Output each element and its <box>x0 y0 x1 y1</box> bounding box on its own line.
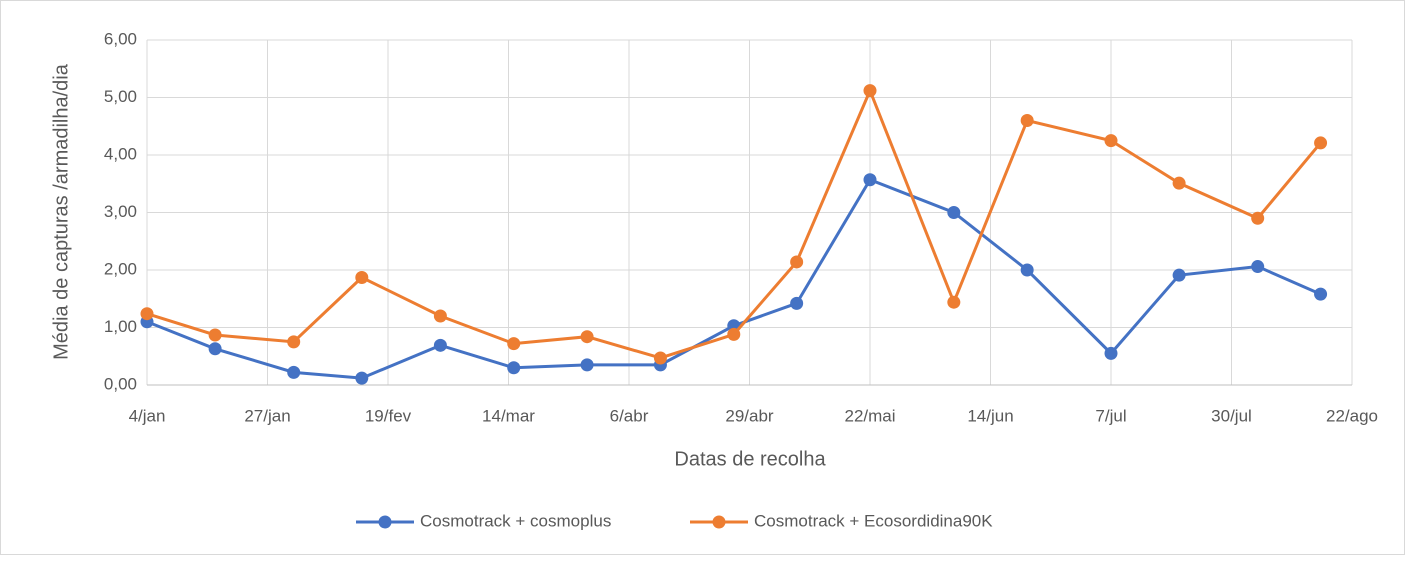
x-tick-label: 19/fev <box>365 406 412 425</box>
point <box>1020 114 1034 127</box>
x-tick-label: 27/jan <box>244 406 290 425</box>
x-tick-label: 14/jun <box>967 406 1013 425</box>
point <box>1314 287 1328 301</box>
point <box>727 327 741 341</box>
x-tick-label: 7/jul <box>1095 406 1126 425</box>
point <box>433 309 447 323</box>
point <box>790 296 804 310</box>
x-tick-label: 6/abr <box>610 406 649 425</box>
y-tick-label: 2,00 <box>104 259 137 278</box>
point <box>287 335 301 349</box>
point <box>355 270 369 284</box>
y-tick-label: 5,00 <box>104 87 137 106</box>
point <box>355 371 369 385</box>
point <box>287 365 301 379</box>
point <box>1314 136 1328 150</box>
y-tick-label: 6,00 <box>104 29 137 48</box>
point <box>208 328 222 342</box>
point <box>507 337 521 351</box>
x-tick-label: 22/ago <box>1326 406 1378 425</box>
point <box>947 295 961 309</box>
point <box>1251 211 1265 225</box>
point <box>507 361 521 375</box>
point <box>790 255 804 269</box>
legend-marker <box>712 515 726 529</box>
point <box>580 330 594 344</box>
x-tick-label: 22/mai <box>844 406 895 425</box>
point <box>863 84 877 98</box>
point <box>1104 134 1118 148</box>
x-tick-label: 30/jul <box>1211 406 1252 425</box>
legend-label: Cosmotrack + Ecosordidina90K <box>754 511 993 530</box>
point <box>580 358 594 372</box>
point <box>140 307 154 321</box>
y-tick-label: 0,00 <box>104 374 137 393</box>
x-tick-label: 14/mar <box>482 406 535 425</box>
x-axis-title: Datas de recolha <box>674 448 826 470</box>
point <box>1172 176 1186 190</box>
y-axis-title: Média de capturas /armadilha/dia <box>50 63 72 360</box>
point <box>1104 346 1118 360</box>
legend-marker <box>378 515 392 529</box>
point <box>1172 268 1186 282</box>
y-tick-label: 1,00 <box>104 317 137 336</box>
legend-label: Cosmotrack + cosmoplus <box>420 511 611 530</box>
point <box>947 206 961 219</box>
y-tick-label: 4,00 <box>104 144 137 163</box>
point <box>433 338 447 352</box>
point <box>653 351 667 365</box>
x-tick-label: 29/abr <box>725 406 774 425</box>
x-tick-label: 4/jan <box>129 406 166 425</box>
point <box>1251 260 1265 274</box>
point <box>863 173 877 187</box>
point <box>1020 263 1034 277</box>
y-tick-label: 3,00 <box>104 202 137 221</box>
point <box>208 342 222 356</box>
